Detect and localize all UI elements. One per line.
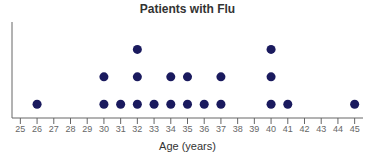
- svg-text:39: 39: [249, 124, 259, 134]
- svg-text:Age (years): Age (years): [159, 140, 216, 152]
- svg-text:25: 25: [15, 124, 25, 134]
- svg-text:35: 35: [182, 124, 192, 134]
- svg-text:34: 34: [166, 124, 176, 134]
- svg-text:31: 31: [116, 124, 126, 134]
- svg-text:30: 30: [99, 124, 109, 134]
- svg-text:33: 33: [149, 124, 159, 134]
- svg-text:28: 28: [65, 124, 75, 134]
- svg-text:36: 36: [199, 124, 209, 134]
- svg-text:45: 45: [350, 124, 360, 134]
- svg-text:27: 27: [49, 124, 59, 134]
- svg-text:32: 32: [132, 124, 142, 134]
- svg-text:41: 41: [283, 124, 293, 134]
- svg-text:42: 42: [299, 124, 309, 134]
- svg-text:40: 40: [266, 124, 276, 134]
- svg-text:44: 44: [333, 124, 343, 134]
- svg-text:29: 29: [82, 124, 92, 134]
- svg-text:26: 26: [32, 124, 42, 134]
- svg-text:38: 38: [233, 124, 243, 134]
- svg-text:43: 43: [316, 124, 326, 134]
- svg-text:37: 37: [216, 124, 226, 134]
- html-text:Patients with Flu: Patients with Flu: [139, 2, 236, 16]
